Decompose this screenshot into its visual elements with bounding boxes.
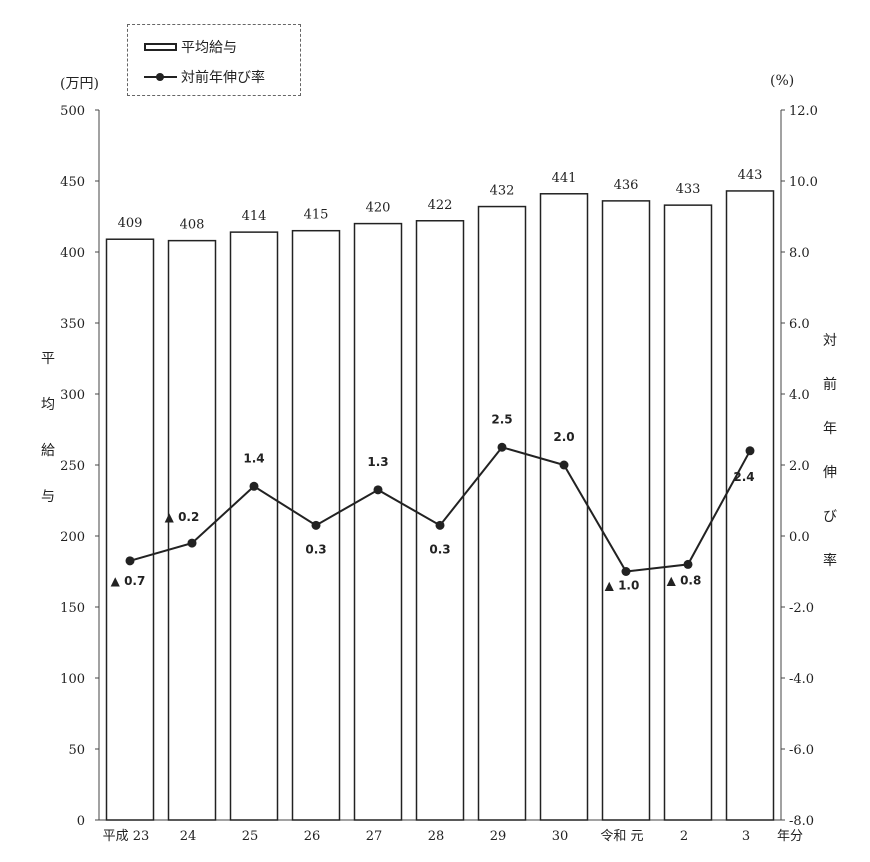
x-tick-label: 25: [242, 829, 259, 844]
legend-item-line: 対前年伸び率: [144, 67, 265, 87]
bar-value-label: 432: [490, 184, 515, 199]
bar: [105, 238, 155, 821]
bar-value-label: 441: [552, 171, 577, 186]
bar-value-label: 414: [242, 209, 267, 224]
right-tick-label: 0.0: [789, 530, 810, 545]
legend-bar-swatch: [144, 43, 177, 51]
axis-title-char: 平: [41, 351, 55, 367]
legend-item-bar: 平均給与: [144, 37, 237, 57]
growth-point: [249, 481, 259, 491]
bar: [229, 231, 279, 821]
right-tick-label: 6.0: [789, 317, 810, 332]
growth-value-label: 2.0: [553, 430, 574, 444]
left-tick-label: 150: [60, 601, 85, 616]
growth-point: [187, 538, 197, 548]
axis-title-char: 給: [41, 443, 55, 459]
growth-point: [311, 520, 321, 530]
growth-point: [621, 567, 631, 576]
right-tick-label: -4.0: [789, 672, 814, 687]
x-tick-label: 30: [552, 829, 569, 844]
bar-value-label: 420: [366, 201, 391, 216]
x-tick-label: 29: [490, 829, 507, 844]
growth-point: [745, 446, 755, 456]
right-tick-label: 12.0: [789, 104, 818, 119]
legend: 平均給与 対前年伸び率: [127, 24, 301, 96]
axis-title-char: 前: [823, 377, 837, 393]
axis-title-char: 年: [823, 421, 837, 437]
growth-point: [373, 485, 383, 495]
x-tick-label: 24: [180, 829, 197, 844]
growth-value-label: 2.4: [733, 470, 754, 484]
legend-label: 対前年伸び率: [181, 70, 265, 86]
x-tick-label: 27: [366, 829, 383, 844]
left-tick-label: 300: [60, 388, 85, 403]
bar-value-label: 415: [304, 208, 329, 223]
x-tick-label: 令和 元: [600, 829, 643, 844]
growth-value-label: 0.3: [429, 542, 450, 556]
bar: [601, 200, 651, 821]
left-tick-label: 50: [68, 743, 85, 758]
left-tick-label: 400: [60, 246, 85, 261]
bar-value-label: 408: [180, 218, 205, 233]
right-tick-label: 2.0: [789, 459, 810, 474]
growth-value-label: 0.3: [305, 542, 326, 556]
axis-title-char: 与: [41, 489, 55, 505]
x-axis-suffix: 年分: [777, 829, 803, 844]
left-tick-label: 100: [60, 672, 85, 687]
bar: [415, 220, 465, 821]
left-tick-label: 250: [60, 459, 85, 474]
growth-value-label: 2.5: [491, 412, 512, 426]
bar-value-label: 436: [614, 178, 639, 193]
x-tick-label: 26: [304, 829, 321, 844]
growth-value-label: ▲ 0.2: [165, 510, 200, 524]
growth-point: [683, 559, 693, 569]
x-tick-label: 3: [742, 829, 750, 844]
left-tick-label: 450: [60, 175, 85, 190]
growth-point: [497, 442, 507, 452]
right-tick-label: 10.0: [789, 175, 818, 190]
bar: [477, 205, 527, 821]
left-tick-label: 0: [77, 814, 85, 829]
right-axis-unit: (%): [770, 73, 795, 89]
bar-value-label: 409: [118, 216, 143, 231]
left-tick-label: 500: [60, 104, 85, 119]
legend-label: 平均給与: [181, 40, 237, 56]
bar-value-label: 443: [738, 168, 763, 183]
legend-line-swatch: [144, 71, 177, 83]
right-axis-title: 対前年伸び率: [822, 330, 838, 594]
left-axis-unit: (万円): [60, 76, 99, 92]
right-tick-label: 4.0: [789, 388, 810, 403]
bar-value-label: 433: [676, 182, 701, 197]
bar: [725, 190, 775, 821]
x-tick-label: 2: [680, 829, 688, 844]
growth-value-label: ▲ 0.7: [111, 574, 146, 588]
right-tick-label: -6.0: [789, 743, 814, 758]
growth-value-label: ▲ 0.8: [667, 573, 702, 587]
axis-title-char: び: [823, 509, 837, 525]
x-tick-label: 28: [428, 829, 445, 844]
growth-point: [559, 460, 569, 470]
growth-point: [125, 556, 135, 566]
axis-title-char: 対: [823, 333, 837, 349]
growth-value-label: 1.3: [367, 455, 388, 469]
bar: [353, 222, 403, 821]
right-tick-label: -2.0: [789, 601, 814, 616]
left-axis-title: 平均給与: [40, 348, 56, 532]
bar: [663, 204, 713, 821]
x-tick-label: 平成 23: [103, 829, 150, 844]
growth-point: [435, 520, 445, 530]
right-tick-label: -8.0: [789, 814, 814, 829]
growth-value-label: 1.4: [243, 451, 264, 465]
left-tick-label: 350: [60, 317, 85, 332]
axis-title-char: 均: [41, 397, 55, 413]
right-tick-label: 8.0: [789, 246, 810, 261]
growth-value-label: ▲ 1.0: [605, 579, 640, 593]
bar: [539, 193, 589, 821]
left-tick-label: 200: [60, 530, 85, 545]
axis-title-char: 率: [823, 553, 837, 569]
axis-title-char: 伸: [823, 465, 837, 481]
bar-value-label: 422: [428, 198, 453, 213]
bar: [167, 239, 217, 821]
